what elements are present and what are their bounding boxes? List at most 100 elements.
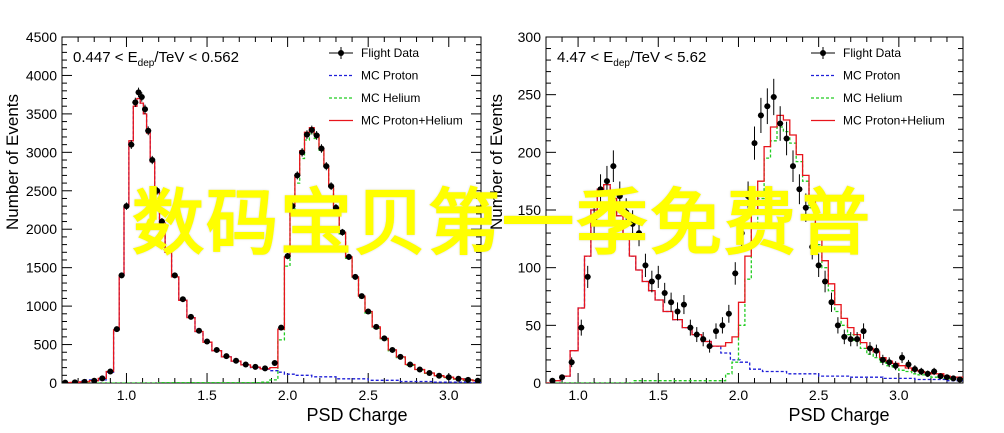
data-point: [568, 359, 575, 366]
data-point: [289, 203, 296, 210]
data-point: [802, 204, 809, 211]
data-point: [91, 377, 98, 383]
plot-area: [546, 78, 963, 383]
data-point: [591, 216, 598, 223]
data-point: [436, 372, 443, 379]
data-point: [81, 378, 88, 383]
y-axis-label: Number of Events: [487, 94, 506, 230]
data-point: [113, 326, 120, 333]
data-point: [426, 370, 433, 377]
data-point: [141, 106, 148, 113]
data-point: [352, 273, 359, 280]
data-point: [719, 322, 726, 329]
data-point: [841, 333, 848, 340]
data-point: [777, 120, 784, 127]
data-point: [834, 322, 841, 329]
series-mc-proton: [546, 183, 963, 383]
x-tick-label: 3.0: [439, 387, 459, 403]
data-point: [648, 278, 655, 285]
legend-label: Flight Data: [843, 46, 901, 60]
data-point: [751, 140, 758, 147]
data-point: [407, 361, 414, 368]
data-point: [339, 229, 346, 236]
data-point: [62, 379, 69, 383]
data-point: [892, 362, 899, 369]
y-tick-label: 0: [49, 375, 57, 391]
y-tick-label: 4500: [26, 29, 57, 45]
data-point: [693, 331, 700, 338]
data-point: [373, 323, 380, 330]
data-point: [950, 375, 957, 382]
data-point: [713, 328, 720, 335]
x-axis-label: PSD Charge: [788, 405, 889, 425]
data-point: [700, 336, 707, 343]
x-tick-label: 1.0: [568, 387, 588, 403]
data-point: [616, 193, 623, 200]
data-point: [465, 376, 472, 383]
data-point: [911, 366, 918, 373]
legend-marker-point: [820, 50, 826, 56]
data-point: [879, 356, 886, 363]
x-tick-label: 2.5: [358, 387, 378, 403]
series-mc-proton: [62, 97, 481, 383]
plot-frame: [61, 36, 482, 384]
data-point: [165, 247, 172, 254]
data-point: [381, 335, 388, 342]
y-tick-label: 1000: [26, 298, 57, 314]
data-point: [597, 186, 604, 193]
data-point: [195, 327, 202, 334]
data-point: [559, 374, 566, 381]
legend-label: MC Helium: [361, 91, 420, 105]
data-point: [303, 131, 310, 138]
data-point: [873, 347, 880, 354]
data-point: [610, 163, 617, 170]
data-point: [242, 361, 249, 368]
data-point: [179, 296, 186, 303]
data-point: [99, 375, 106, 382]
data-point: [783, 135, 790, 142]
data-point: [603, 178, 610, 185]
series-mc-proton-helium: [546, 114, 963, 383]
x-tick-label: 2.0: [278, 387, 298, 403]
y-tick-label: 200: [518, 144, 542, 160]
y-tick-label: 300: [518, 29, 542, 45]
y-tick-label: 3500: [26, 106, 57, 122]
data-point: [770, 93, 777, 100]
data-point: [128, 141, 135, 148]
data-point: [345, 253, 352, 260]
data-point: [822, 278, 829, 285]
data-point: [642, 262, 649, 269]
data-point: [680, 301, 687, 308]
x-tick-label: 1.5: [649, 387, 669, 403]
series-mc-proton-helium: [65, 97, 478, 383]
data-point: [158, 218, 165, 225]
data-point: [764, 103, 771, 110]
x-tick-label: 2.0: [729, 387, 749, 403]
data-point: [757, 112, 764, 119]
data-point: [828, 299, 835, 306]
data-point: [71, 379, 78, 383]
data-point: [931, 368, 938, 375]
y-tick-label: 100: [518, 260, 542, 276]
data-point: [294, 172, 301, 179]
data-point: [674, 308, 681, 315]
x-tick-label: 1.0: [117, 387, 137, 403]
data-point: [445, 374, 452, 381]
legend-label: MC Proton+Helium: [843, 114, 945, 128]
data-point: [918, 368, 925, 375]
y-tick-label: 1500: [26, 260, 57, 276]
y-axis-label: Number of Events: [3, 94, 22, 230]
y-tick-label: 3000: [26, 144, 57, 160]
data-point: [655, 273, 662, 280]
y-tick-label: 150: [518, 202, 542, 218]
y-tick-label: 2000: [26, 221, 57, 237]
data-point: [213, 346, 220, 353]
data-point: [313, 132, 320, 139]
y-tick-label: 4000: [26, 67, 57, 83]
data-point: [332, 204, 339, 211]
data-point: [886, 359, 893, 366]
data-point: [328, 183, 335, 190]
data-point: [725, 310, 732, 317]
